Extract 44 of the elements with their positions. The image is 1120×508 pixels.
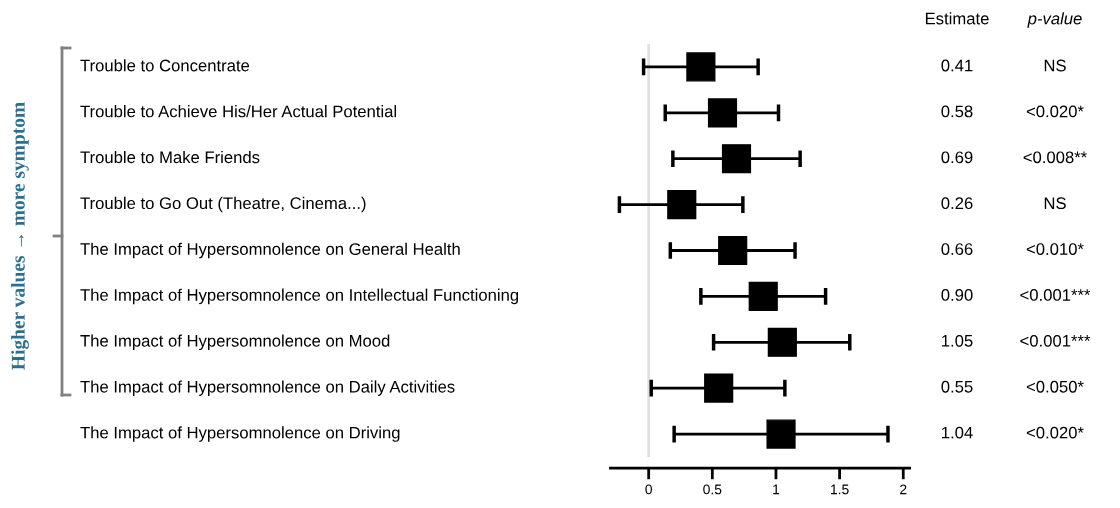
text: NS	[1044, 59, 1066, 72]
text: <0.008**	[1023, 151, 1087, 164]
y-tick-label: The Impact of Hypersomnolence on Driving	[80, 426, 400, 442]
x-tick-label: 1.5	[831, 484, 849, 495]
data-label: 0.41	[941, 59, 973, 72]
data-label: 0.26	[941, 197, 973, 210]
y-tick-label: Trouble to Achieve His/Her Actual Potential	[80, 105, 397, 118]
text: <0.010*	[1026, 243, 1084, 255]
y-tick-label: The Impact of Hypersomnolence on Mood	[80, 334, 390, 351]
point	[767, 327, 797, 357]
y-tick-label: The Impact of Hypersomnolence on Intellectual Functioning	[80, 288, 519, 305]
x-tick-label: 0	[645, 484, 652, 495]
x-tick-label: 0.5	[703, 484, 722, 495]
x-tick-label: 1	[773, 484, 780, 495]
point	[721, 144, 752, 174]
data-label: 1.04	[942, 426, 973, 439]
point	[704, 373, 734, 403]
text: <0.001***	[1020, 289, 1091, 301]
text: p-value	[1027, 12, 1082, 28]
point	[707, 98, 738, 128]
data-label: 0.69	[941, 151, 973, 164]
text: <0.050*	[1026, 380, 1084, 393]
text: NS	[1044, 197, 1066, 210]
data-label: 0.55	[941, 380, 973, 393]
y-tick-label: Trouble to Go Out (Theatre, Cinema...)	[80, 196, 366, 213]
y-tick-label: The Impact of Hypersomnolence on General Health	[80, 242, 460, 259]
point	[766, 419, 796, 449]
data-label: 1.05	[942, 334, 973, 347]
y-tick-label: The Impact of Hypersomnolence on Daily Activities	[80, 380, 455, 396]
text: Estimate	[925, 12, 989, 25]
text: <0.020*	[1026, 105, 1084, 118]
y-tick-label: Trouble to Concentrate	[80, 59, 250, 72]
x-tick-label: 2	[900, 484, 907, 495]
point	[667, 190, 697, 220]
point	[686, 52, 716, 82]
point	[748, 281, 778, 311]
text: <0.020*	[1026, 426, 1084, 439]
y-axis-title: Higher values → more symptom	[11, 102, 29, 370]
text: <0.001***	[1020, 334, 1091, 347]
point	[718, 235, 748, 266]
data-label: 0.58	[941, 105, 973, 118]
y-tick-label: Trouble to Make Friends	[80, 150, 260, 164]
data-label: 0.90	[941, 289, 973, 301]
data-label: 0.66	[941, 243, 973, 255]
